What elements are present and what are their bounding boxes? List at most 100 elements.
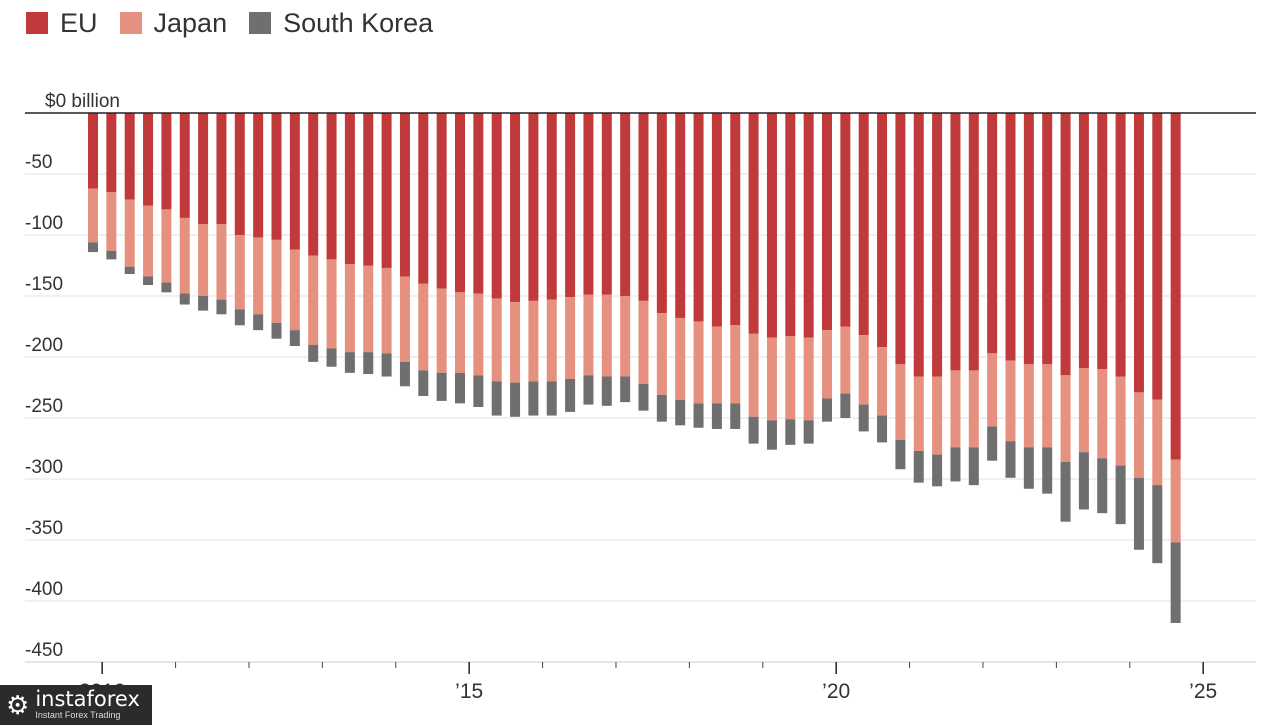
bar-segment-south-korea bbox=[656, 394, 667, 422]
bar-segment-south-korea bbox=[124, 266, 135, 275]
legend-item-south-korea: South Korea bbox=[249, 8, 433, 39]
bar-segment-eu bbox=[418, 113, 429, 284]
y-tick-label: -450 bbox=[25, 640, 63, 661]
bar-segment-japan bbox=[840, 326, 851, 394]
bar-segment-japan bbox=[546, 299, 557, 382]
bar-segment-japan bbox=[601, 294, 612, 377]
chart-legend: EU Japan South Korea bbox=[26, 6, 433, 40]
bar-segment-eu bbox=[216, 113, 227, 225]
legend-swatch-eu bbox=[26, 12, 48, 34]
bar-segment-south-korea bbox=[858, 404, 869, 432]
bar-segment-eu bbox=[987, 113, 998, 354]
bar-segment-south-korea bbox=[1005, 441, 1016, 478]
bar-segment-eu bbox=[675, 113, 686, 318]
bar-segment-japan bbox=[1060, 375, 1071, 462]
bar-segment-south-korea bbox=[1042, 447, 1053, 494]
bar-segment-eu bbox=[1060, 113, 1071, 376]
bar-segment-japan bbox=[987, 353, 998, 427]
bar-segment-south-korea bbox=[711, 403, 722, 429]
bar-segment-japan bbox=[436, 288, 447, 373]
bar-segment-eu bbox=[546, 113, 557, 300]
bar-segment-south-korea bbox=[234, 309, 245, 326]
bar-segment-eu bbox=[822, 113, 832, 331]
x-tick-label: ’15 bbox=[455, 680, 483, 703]
y-tick-label: -200 bbox=[25, 335, 63, 356]
bar-segment-eu bbox=[565, 113, 576, 298]
bar-segment-eu bbox=[436, 113, 447, 289]
bar-segment-south-korea bbox=[583, 375, 594, 405]
bar-segment-eu bbox=[656, 113, 667, 314]
bar-segment-eu bbox=[399, 113, 410, 277]
bar-segment-eu bbox=[877, 113, 888, 348]
bar-segment-south-korea bbox=[913, 450, 924, 483]
bar-segment-japan bbox=[730, 325, 741, 404]
bar-segment-south-korea bbox=[308, 344, 319, 362]
bar-segment-eu bbox=[344, 113, 355, 265]
bar-segment-eu bbox=[932, 113, 943, 377]
bar-segment-japan bbox=[932, 376, 943, 455]
bar-segment-japan bbox=[1170, 459, 1181, 543]
bar-segment-eu bbox=[913, 113, 924, 377]
bar-segment-eu bbox=[693, 113, 704, 322]
bar-segment-south-korea bbox=[730, 403, 741, 429]
bar-segment-south-korea bbox=[289, 330, 300, 347]
bar-segment-south-korea bbox=[363, 352, 374, 375]
bar-segment-south-korea bbox=[1115, 465, 1126, 525]
bar-segment-eu bbox=[1152, 113, 1163, 400]
bar-segment-eu bbox=[583, 113, 594, 295]
legend-label-eu: EU bbox=[60, 7, 98, 38]
bar-segment-south-korea bbox=[455, 372, 465, 404]
bar-segment-japan bbox=[491, 298, 502, 382]
bar-segment-japan bbox=[858, 335, 869, 405]
x-tick-label: ’25 bbox=[1189, 680, 1217, 703]
bar-segment-south-korea bbox=[1023, 447, 1034, 489]
bar-segment-south-korea bbox=[675, 399, 686, 426]
bar-segment-eu bbox=[143, 113, 154, 206]
bar-segment-japan bbox=[88, 188, 98, 243]
bar-segment-japan bbox=[198, 224, 209, 296]
bar-segment-japan bbox=[1133, 392, 1144, 478]
y-tick-label: -300 bbox=[25, 457, 63, 478]
bar-segment-japan bbox=[748, 333, 759, 417]
watermark-brand: instaforex bbox=[35, 687, 140, 711]
bar-segment-japan bbox=[1097, 369, 1108, 459]
bar-segment-south-korea bbox=[253, 314, 264, 331]
y-tick-label: -400 bbox=[25, 579, 63, 600]
bar-segment-south-korea bbox=[491, 381, 502, 416]
bar-segment-japan bbox=[656, 313, 667, 395]
bar-segment-eu bbox=[1078, 113, 1089, 368]
bar-segment-eu bbox=[491, 113, 502, 299]
bar-segment-japan bbox=[363, 265, 374, 353]
bar-segment-japan bbox=[803, 337, 814, 421]
legend-label-japan: Japan bbox=[153, 7, 228, 38]
bar-segment-south-korea bbox=[877, 415, 888, 443]
bar-segment-south-korea bbox=[1060, 461, 1071, 522]
y-tick-label: -150 bbox=[25, 274, 63, 295]
bar-segment-south-korea bbox=[822, 398, 832, 422]
bar-segment-south-korea bbox=[216, 299, 227, 315]
bar-segment-south-korea bbox=[179, 293, 190, 305]
bar-segment-south-korea bbox=[565, 378, 576, 412]
legend-item-japan: Japan bbox=[119, 7, 228, 39]
watermark-tagline: Instant Forex Trading bbox=[35, 710, 121, 720]
bar-segment-eu bbox=[363, 113, 374, 266]
bar-segment-eu bbox=[1170, 113, 1181, 460]
bar-segment-eu bbox=[1023, 113, 1034, 365]
bar-segment-eu bbox=[840, 113, 851, 327]
bar-segment-south-korea bbox=[1152, 485, 1163, 564]
bar-segment-japan bbox=[344, 264, 355, 353]
bar-segment-south-korea bbox=[1133, 477, 1144, 550]
bar-segment-japan bbox=[216, 224, 227, 300]
y-tick-label: -350 bbox=[25, 518, 63, 539]
y-tick-label: $0 billion bbox=[45, 91, 120, 112]
legend-item-eu: EU bbox=[26, 8, 98, 39]
bar-segment-japan bbox=[399, 276, 410, 362]
bar-segment-eu bbox=[638, 113, 649, 301]
bar-segment-japan bbox=[455, 292, 465, 373]
bar-segment-japan bbox=[1042, 364, 1053, 448]
bar-segment-south-korea bbox=[932, 454, 943, 487]
bar-segment-eu bbox=[620, 113, 631, 296]
bar-segment-south-korea bbox=[106, 250, 117, 260]
bar-segment-japan bbox=[1005, 360, 1016, 442]
bar-segment-japan bbox=[289, 249, 300, 331]
